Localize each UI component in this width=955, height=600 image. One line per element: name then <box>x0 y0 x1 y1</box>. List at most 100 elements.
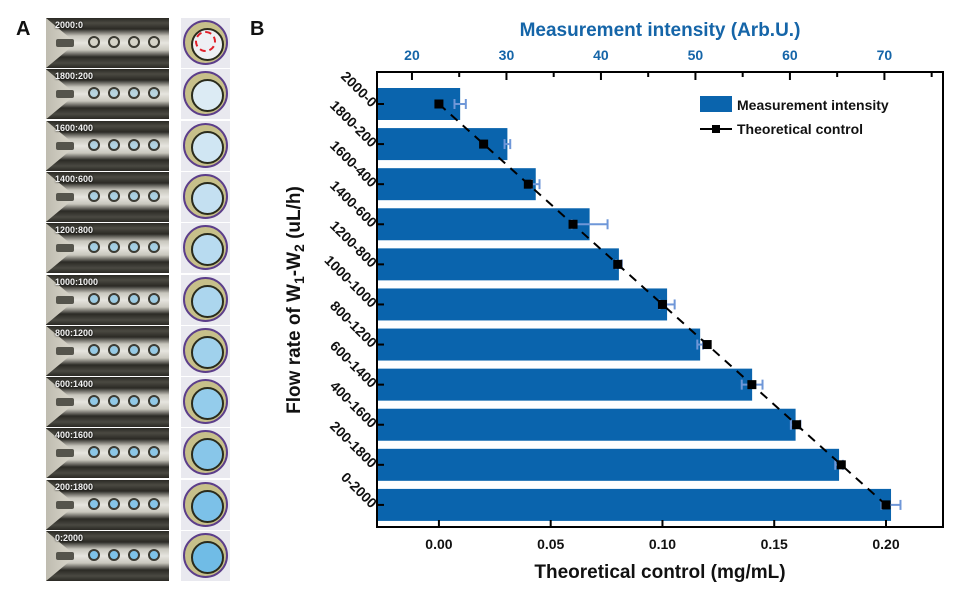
droplet <box>128 87 140 100</box>
y-axis-tick-label: 0-2000 <box>338 469 380 511</box>
droplet <box>88 189 100 202</box>
droplet-core <box>191 181 224 215</box>
droplet <box>148 446 160 459</box>
y-axis-title-sub1: 1 <box>291 276 307 284</box>
droplet-closeup-image <box>181 479 230 530</box>
legend: Measurement intensity Theoretical contro… <box>700 96 889 137</box>
droplet-closeup-image <box>181 223 230 274</box>
droplet <box>128 395 140 408</box>
droplet-shell-ring <box>183 173 228 219</box>
plot-frame <box>376 71 944 528</box>
legend-label-measurement: Measurement intensity <box>737 97 889 113</box>
theoretical-marker <box>881 500 891 510</box>
droplet-closeup-image <box>181 120 230 171</box>
droplet-shell-ring <box>183 327 228 373</box>
bar <box>378 448 840 481</box>
droplet <box>88 446 100 459</box>
bottom-axis-tick-label: 0.05 <box>537 536 564 552</box>
droplet <box>128 189 140 202</box>
droplet <box>148 241 160 254</box>
top-axis-tick-label: 20 <box>404 47 420 63</box>
bar <box>378 488 892 521</box>
droplet <box>88 36 100 48</box>
droplet <box>88 343 100 356</box>
droplet <box>108 549 120 561</box>
nozzle-tip <box>56 244 74 253</box>
droplet <box>148 292 160 305</box>
droplet-closeup-image <box>181 325 230 376</box>
droplet <box>148 36 160 48</box>
theoretical-marker <box>792 420 802 430</box>
droplet-shell-ring <box>183 122 228 168</box>
theoretical-marker <box>568 219 578 229</box>
bar <box>378 168 536 201</box>
droplet <box>88 241 100 254</box>
droplet <box>88 87 100 100</box>
y-axis-title-sub2: 2 <box>291 244 307 252</box>
droplet-core <box>191 335 224 369</box>
droplet <box>128 241 140 254</box>
droplet <box>88 497 100 510</box>
droplet-core <box>191 284 224 318</box>
droplet-closeup-image <box>181 428 230 479</box>
strip-flow-label: 1000:1000 <box>55 276 99 287</box>
nozzle-tip <box>56 552 74 560</box>
droplet <box>88 138 100 151</box>
droplet <box>148 87 160 100</box>
nozzle-tip <box>56 141 74 150</box>
top-axis-tick-label: 70 <box>877 47 893 63</box>
microscope-strip-image: 200:1800 <box>46 479 169 530</box>
bar <box>378 368 753 401</box>
droplet-shell-ring <box>183 430 228 476</box>
microscope-strip-image: 2000:0 <box>46 18 169 68</box>
droplet <box>108 241 120 254</box>
droplet <box>148 395 160 408</box>
top-axis-tick-label: 30 <box>499 47 515 63</box>
legend-label-theoretical: Theoretical control <box>737 121 863 137</box>
theoretical-marker <box>479 139 489 149</box>
droplet <box>108 497 120 510</box>
droplet <box>128 138 140 151</box>
droplet <box>148 343 160 356</box>
strip-flow-label: 1400:600 <box>55 173 94 184</box>
droplet <box>128 36 140 48</box>
microscope-strip-image: 1600:400 <box>46 120 169 171</box>
microscope-strip-image: 1200:800 <box>46 223 169 274</box>
droplet-closeup-image <box>181 171 230 222</box>
strip-flow-label: 2000:0 <box>55 20 84 30</box>
top-axis-title: Measurement intensity (Arb.U.) <box>520 20 801 41</box>
microscope-strip-image: 800:1200 <box>46 325 169 376</box>
bar <box>378 248 619 281</box>
strip-flow-label: 200:1800 <box>55 481 94 492</box>
top-axis-tick-label: 40 <box>593 47 609 63</box>
theoretical-line <box>438 103 887 506</box>
strip-flow-label: 400:1600 <box>55 430 94 441</box>
nozzle-tip <box>56 295 74 304</box>
droplet <box>88 549 100 561</box>
droplet-core <box>191 489 224 523</box>
droplet <box>148 549 160 561</box>
droplet-shell-ring <box>183 481 228 527</box>
theoretical-marker <box>434 99 444 109</box>
legend-swatch-marker <box>712 125 720 133</box>
legend-swatch-bar <box>700 96 732 112</box>
strip-flow-label: 1600:400 <box>55 122 94 133</box>
droplet <box>128 446 140 459</box>
bar <box>378 208 590 241</box>
microscope-strip-image: 400:1600 <box>46 428 169 479</box>
droplet-core <box>191 438 224 472</box>
droplet <box>128 343 140 356</box>
droplet-closeup-image <box>181 531 230 581</box>
droplet-core <box>191 233 224 267</box>
droplet <box>108 138 120 151</box>
droplet-closeup-image <box>181 274 230 325</box>
droplet-closeup-image <box>181 69 230 120</box>
red-dashed-outline <box>195 31 216 52</box>
droplet-core <box>191 79 224 113</box>
bottom-axis-tick-label: 0.00 <box>425 536 452 552</box>
top-axis-tick-label: 50 <box>688 47 704 63</box>
droplet <box>108 395 120 408</box>
bottom-axis-tick-label: 0.20 <box>872 536 899 552</box>
bottom-axis-title: Theoretical control (mg/mL) <box>534 562 785 583</box>
